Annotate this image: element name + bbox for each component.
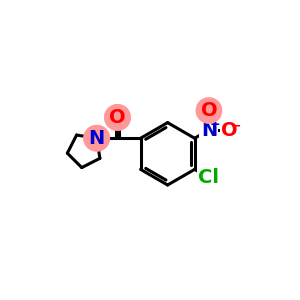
- Text: N: N: [88, 129, 105, 148]
- Text: O: O: [109, 108, 126, 127]
- Text: O: O: [221, 121, 238, 140]
- Text: +: +: [209, 118, 220, 131]
- Text: Cl: Cl: [198, 168, 219, 187]
- Text: O: O: [109, 108, 126, 127]
- Text: O: O: [201, 101, 217, 120]
- Text: −: −: [230, 119, 241, 132]
- Text: N: N: [88, 129, 105, 148]
- Text: N: N: [201, 121, 217, 140]
